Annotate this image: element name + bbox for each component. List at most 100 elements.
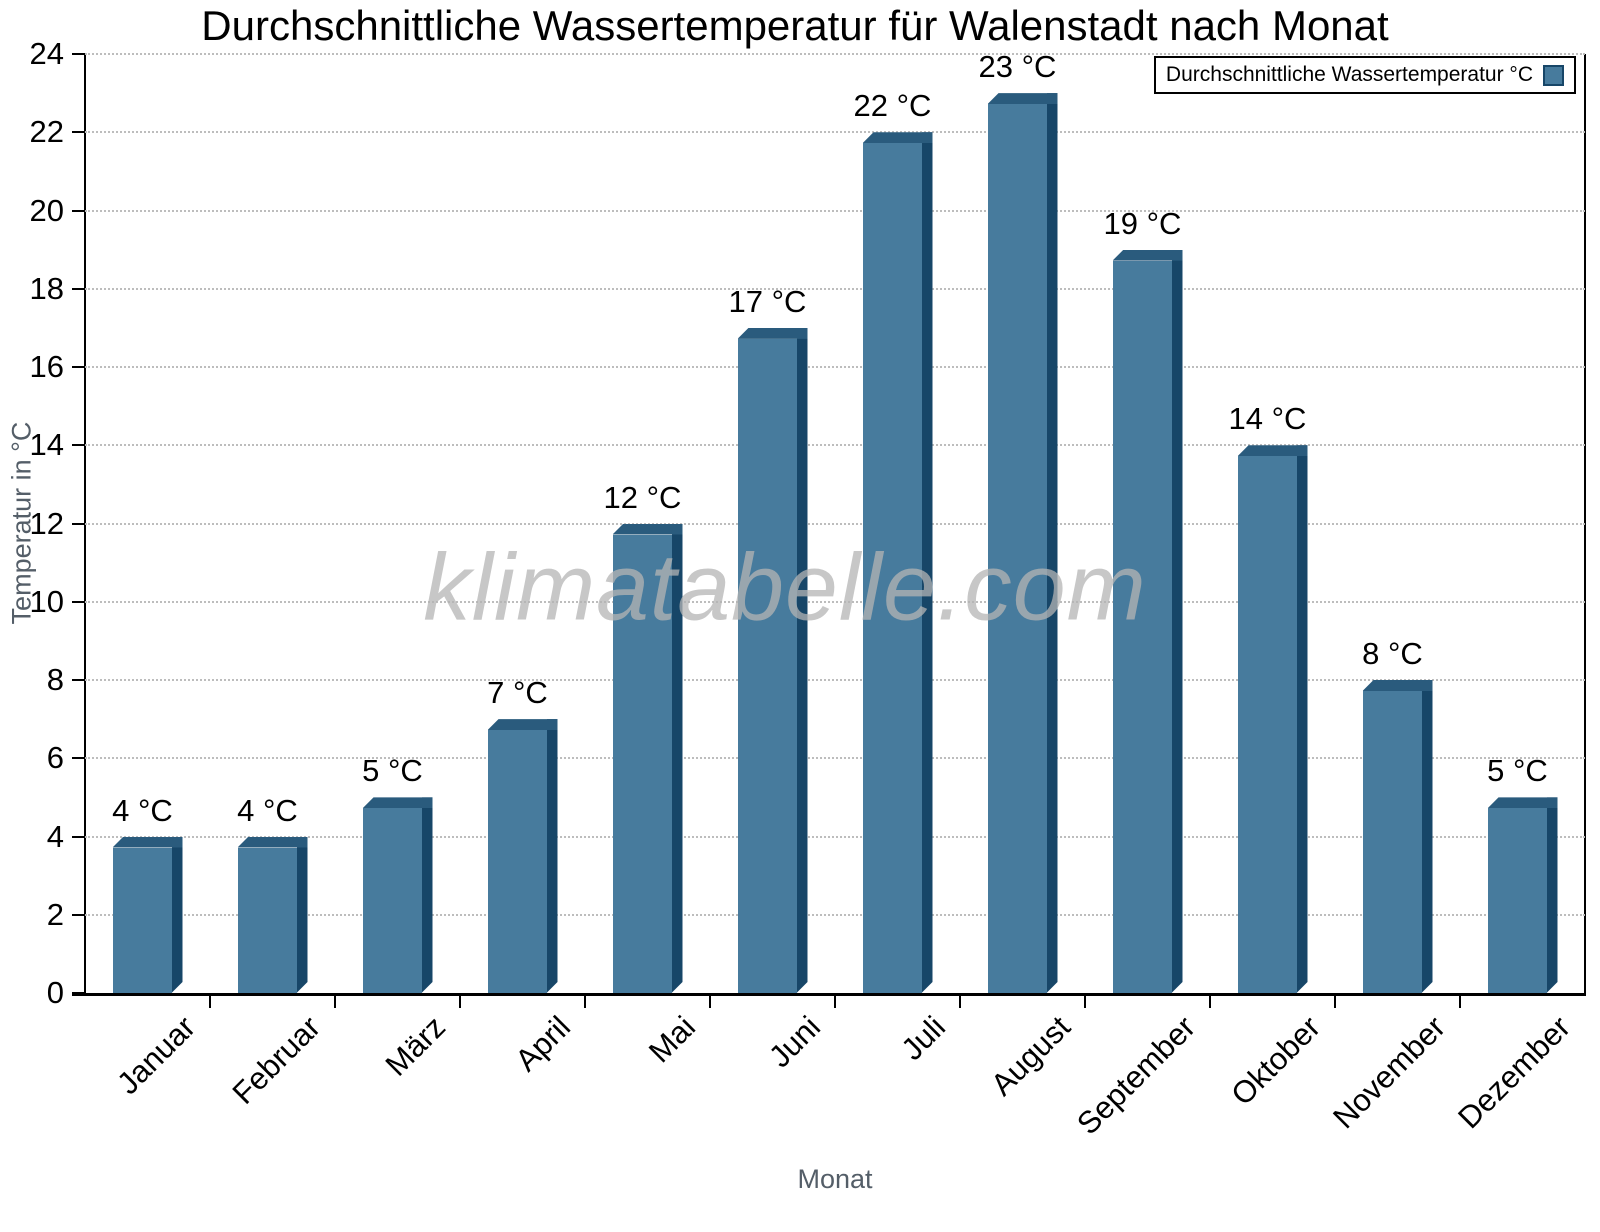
- x-category-label: Februar: [225, 1009, 327, 1111]
- x-tick: [1084, 993, 1086, 1008]
- y-tick-label: 10: [29, 583, 64, 619]
- y-tick: [72, 835, 85, 838]
- bar-value-label: 4 °C: [112, 792, 173, 828]
- x-tick: [1209, 993, 1211, 1008]
- y-tick-label: 8: [46, 662, 64, 697]
- y-tick: [72, 209, 85, 212]
- y-tick-label: 20: [29, 192, 64, 228]
- gridline: [85, 913, 1585, 916]
- bar-value-label: 12 °C: [603, 479, 682, 515]
- bar: [112, 836, 183, 993]
- bar: [1362, 680, 1433, 993]
- y-tick-label: 18: [29, 270, 64, 306]
- x-tick: [709, 993, 711, 1008]
- gridline: [85, 287, 1585, 290]
- gridline: [85, 835, 1585, 838]
- bar-side-face: [797, 328, 808, 993]
- y-tick: [72, 757, 85, 760]
- bar-front-face: [237, 847, 297, 993]
- gridline: [85, 131, 1585, 134]
- x-axis-line: [72, 993, 1586, 996]
- bar-top-face: [612, 523, 683, 535]
- bar-front-face: [862, 143, 922, 993]
- chart-title: Durchschnittliche Wassertemperatur für W…: [201, 2, 1389, 49]
- bar-value-label: 8 °C: [1362, 636, 1423, 671]
- bar-top-face: [112, 836, 183, 848]
- x-category-label: Oktober: [1223, 1009, 1327, 1113]
- bar-value-label: 4 °C: [237, 792, 298, 828]
- y-tick: [72, 444, 85, 447]
- figure: Durchschnittliche Wassertemperatur für W…: [7, 2, 1586, 1194]
- x-tick: [459, 993, 461, 1008]
- bar-front-face: [987, 104, 1047, 993]
- gridline: [85, 444, 1585, 447]
- bar-side-face: [1422, 680, 1433, 993]
- x-category-label: April: [507, 1009, 577, 1078]
- gridline: [85, 209, 1585, 212]
- y-tick: [72, 992, 85, 994]
- bar-value-label: 7 °C: [487, 675, 548, 711]
- x-category-label: September: [1069, 1009, 1202, 1142]
- y-tick-label: 16: [29, 349, 64, 384]
- bar: [987, 93, 1058, 993]
- x-category-label: Juni: [761, 1009, 827, 1075]
- y-tick-label: 22: [29, 114, 64, 150]
- x-tick: [1334, 993, 1336, 1008]
- gridline: [85, 679, 1585, 681]
- x-category-label: November: [1325, 1009, 1452, 1136]
- bar-front-face: [737, 338, 797, 993]
- y-tick-label: 6: [46, 740, 64, 776]
- bar-side-face: [422, 797, 433, 993]
- x-tick: [959, 993, 961, 1008]
- y-tick: [72, 600, 85, 603]
- y-tick: [72, 522, 85, 525]
- legend-marker-swatch: [1543, 64, 1564, 86]
- gridline: [85, 757, 1585, 760]
- bar: [862, 132, 933, 993]
- x-tick: [209, 993, 211, 1008]
- x-category-label: Mai: [641, 1009, 702, 1070]
- bar: [737, 327, 808, 993]
- bar-front-face: [1237, 456, 1297, 993]
- y-tick-label: 24: [29, 36, 64, 71]
- x-category-label: Juli: [893, 1009, 952, 1067]
- x-category-label: Januar: [109, 1009, 202, 1102]
- bar-side-face: [672, 524, 683, 994]
- bar-top-face: [1112, 249, 1183, 261]
- plot-right-border: [1584, 54, 1586, 993]
- gridline: [85, 366, 1585, 368]
- bar-side-face: [1172, 250, 1183, 993]
- bar-side-face: [1047, 93, 1058, 993]
- y-tick: [72, 913, 85, 916]
- bar-top-face: [1237, 445, 1308, 457]
- gridline: [85, 522, 1585, 525]
- bar-value-label: 19 °C: [1103, 205, 1182, 241]
- bar-front-face: [1112, 260, 1172, 993]
- bar: [1112, 249, 1183, 993]
- bar-front-face: [1362, 691, 1422, 993]
- bar-value-label: 17 °C: [728, 283, 807, 319]
- gridline: [85, 53, 1585, 55]
- bar: [612, 523, 683, 994]
- y-tick: [72, 131, 85, 134]
- bar: [237, 836, 308, 993]
- bar-top-face: [237, 836, 308, 848]
- y-tick-label: 2: [46, 896, 64, 932]
- x-axis-title: Monat: [797, 1164, 873, 1194]
- watermark: klimatabelle.com: [423, 534, 1147, 641]
- gridline: [85, 600, 1585, 603]
- bar-top-face: [987, 93, 1058, 105]
- x-category-label: Dezember: [1450, 1009, 1577, 1136]
- bar-side-face: [1547, 797, 1558, 993]
- y-tick: [72, 366, 85, 368]
- x-tick: [1459, 993, 1461, 1008]
- bar: [1487, 797, 1558, 993]
- bar-front-face: [362, 808, 422, 993]
- bar-front-face: [1487, 808, 1547, 993]
- bar-front-face: [112, 847, 172, 993]
- bar-top-face: [862, 132, 933, 144]
- bar: [362, 797, 433, 993]
- bar-top-face: [487, 719, 558, 731]
- x-tick: [584, 993, 586, 1008]
- y-tick: [72, 53, 85, 55]
